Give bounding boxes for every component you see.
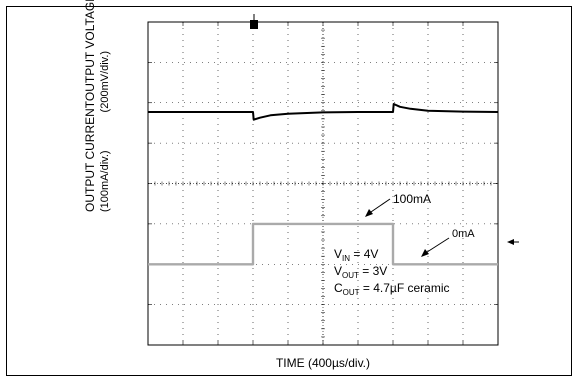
traces [148, 103, 499, 266]
voltage-trace [148, 103, 499, 121]
y-axis-label-units: (100mA/div.) (200mV/div.) [99, 51, 111, 212]
current-trace [148, 222, 498, 266]
arrow-0mA [423, 237, 450, 255]
y-unit-voltage: (200mV/div.) [99, 50, 111, 113]
y-unit-current: (100mA/div.) [99, 150, 111, 212]
arrowhead-100mA [365, 209, 373, 217]
x-axis-label: TIME (400µs/div.) [276, 356, 370, 370]
arrowhead-0mA [421, 249, 429, 257]
grid [147, 21, 499, 346]
trigger-marker-label: T [252, 21, 257, 30]
y-label-voltage: OUTPUT VOLTAGE [83, 0, 97, 102]
y-label-current: OUTPUT CURRENT [83, 101, 97, 212]
ground-marker-arrow [507, 239, 514, 245]
annotation-0mA: 0mA [452, 228, 475, 240]
trigger-marker-box [250, 20, 258, 29]
y-axis-label-top: OUTPUT CURRENTOUTPUT VOLTAGE [83, 0, 97, 212]
condition-vout: VOUT = 3V [334, 264, 387, 280]
annotation-100mA: 100mA [393, 192, 431, 206]
condition-vin: VIN = 4V [334, 247, 378, 263]
chart-frame [6, 6, 572, 376]
condition-cout: COUT = 4.7µF ceramic [334, 281, 450, 297]
arrow-100mA [367, 198, 391, 215]
